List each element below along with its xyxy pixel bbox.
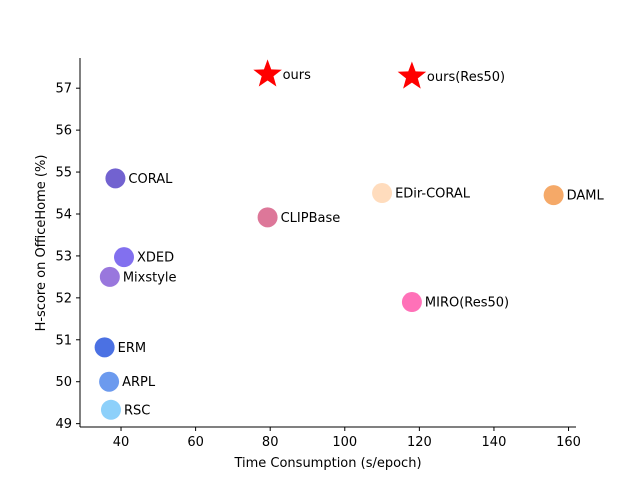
y-axis-label: H-score on OfficeHome (%) (34, 155, 49, 332)
point-label-ours: ours (283, 68, 312, 83)
x-tick-label: 120 (407, 435, 432, 450)
x-tick-label: 80 (262, 435, 279, 450)
point-label-xded: XDED (137, 251, 174, 266)
point-label-rsc: RSC (124, 403, 150, 418)
point-erm (94, 337, 115, 358)
point-mixstyle (99, 266, 120, 287)
point-label-mixstyle: Mixstyle (123, 270, 177, 285)
y-tick-label: 54 (55, 207, 72, 222)
point-label-arpl: ARPL (122, 375, 156, 390)
point-daml (543, 185, 564, 206)
point-ours-res50 (397, 61, 427, 89)
y-tick-label: 56 (55, 124, 72, 139)
axes: 40 60 80 100 120 140 160 49 50 51 52 53 54 55 56 57 (55, 58, 581, 450)
data-points: ours ours(Res50) CORAL EDir-CORAL DAML CLIPBa… (94, 59, 605, 420)
point-miro-res50 (401, 292, 422, 313)
x-tick-label: 100 (332, 435, 357, 450)
y-tick-label: 51 (55, 333, 72, 348)
x-tick-label: 140 (482, 435, 507, 450)
point-label-coral: CORAL (128, 172, 173, 187)
point-coral (105, 168, 126, 189)
y-tick-label: 57 (55, 82, 72, 97)
point-label-erm: ERM (118, 341, 146, 356)
point-label-clipbase: CLIPBase (281, 211, 341, 226)
x-axis-label: Time Consumption (s/epoch) (233, 456, 421, 471)
point-arpl (99, 371, 120, 392)
point-label-daml: DAML (567, 189, 605, 204)
x-tick-label: 60 (187, 435, 204, 450)
point-edir-coral (372, 183, 393, 204)
y-tick-label: 52 (55, 291, 72, 306)
y-tick-label: 55 (55, 166, 72, 181)
x-tick-label: 160 (556, 435, 581, 450)
y-tick-label: 49 (55, 417, 72, 432)
point-clipbase (257, 207, 278, 228)
point-label-ours-res50: ours(Res50) (427, 70, 505, 85)
point-ours (253, 59, 282, 87)
point-label-miro-res50: MIRO(Res50) (425, 296, 509, 311)
y-tick-label: 53 (55, 249, 72, 264)
x-tick-label: 40 (113, 435, 130, 450)
point-label-edir-coral: EDir-CORAL (395, 187, 471, 202)
point-rsc (100, 399, 121, 420)
y-tick-label: 50 (55, 375, 72, 390)
point-xded (114, 247, 135, 268)
